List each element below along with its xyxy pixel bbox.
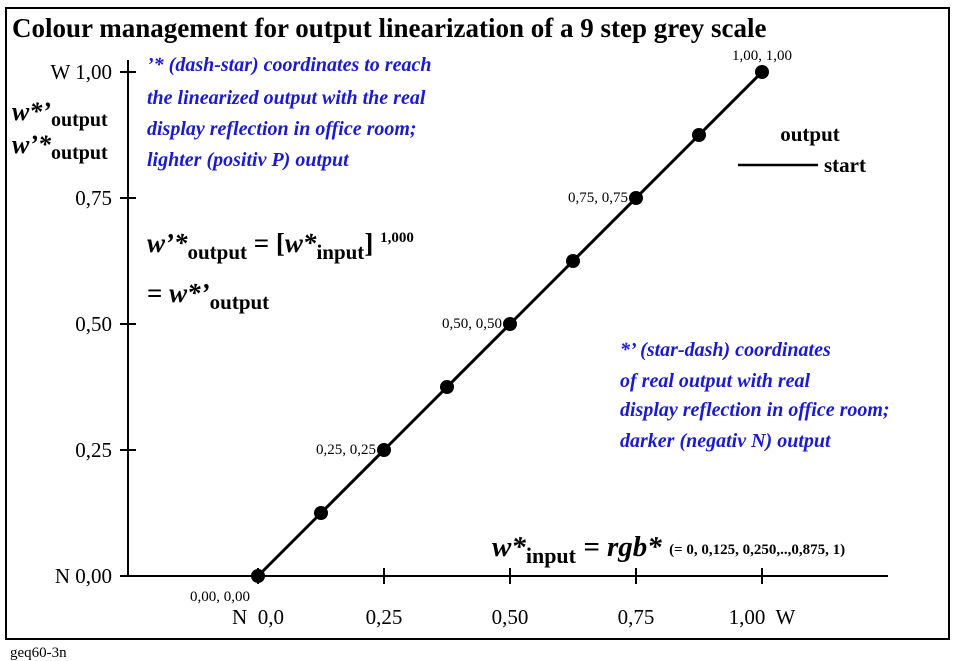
note-line: ’* (dash-star) coordinates to reach [147,54,431,76]
point-label: 0,00, 0,00 [190,589,250,605]
note-line: darker (negativ N) output [620,430,832,452]
point [503,317,517,331]
point [629,191,643,205]
legend-label: start [824,153,866,177]
point-label: 0,25, 0,25 [316,442,376,458]
chart-title: Colour management for output linearizati… [12,13,766,43]
point [314,506,328,520]
x-tick-label: 1,00 W [729,605,796,629]
footer: geq60-3n [10,645,67,661]
note-line: lighter (positiv P) output [147,149,350,171]
point [440,380,454,394]
formula: w’*output = [w*input] 1,000 [147,228,414,264]
legend-title: output [780,122,840,146]
formula: = w*’output [147,278,269,314]
x-tick-label: N 0,0 [232,605,284,629]
point [251,569,265,583]
y-tick-label: N 0,00 [55,564,112,588]
note-line: of real output with real [620,370,810,392]
y-axis-label: w*’output [12,97,108,131]
frame [5,7,950,640]
x-tick-label: 0,25 [366,605,403,629]
x-tick-label: 0,50 [492,605,529,629]
note-line: the linearized output with the real [147,87,426,109]
x-axis-label: w*input = rgb* (= 0, 0,125, 0,250,..,0,8… [492,531,845,568]
y-axis-label: w’*output [12,130,108,164]
note-bottom: *’ (star-dash) coordinates of real outpu… [620,339,890,452]
y-tick-label: 0,25 [75,438,112,462]
point [377,443,391,457]
point [566,254,580,268]
note-top: ’* (dash-star) coordinates to reach the … [147,54,431,171]
point-label: 1,00, 1,00 [732,48,792,64]
point-label: 0,50, 0,50 [442,316,502,332]
y-tick-label: 0,50 [75,312,112,336]
note-line: display reflection in office room; [147,118,417,140]
x-tick-label: 0,75 [618,605,655,629]
note-line: display reflection in office room; [620,399,890,421]
y-tick-label: W 1,00 [51,60,112,84]
note-line: *’ (star-dash) coordinates [620,339,831,361]
point-label: 0,75, 0,75 [568,190,628,206]
y-tick-label: 0,75 [75,186,112,210]
point [755,65,769,79]
point [692,128,706,142]
